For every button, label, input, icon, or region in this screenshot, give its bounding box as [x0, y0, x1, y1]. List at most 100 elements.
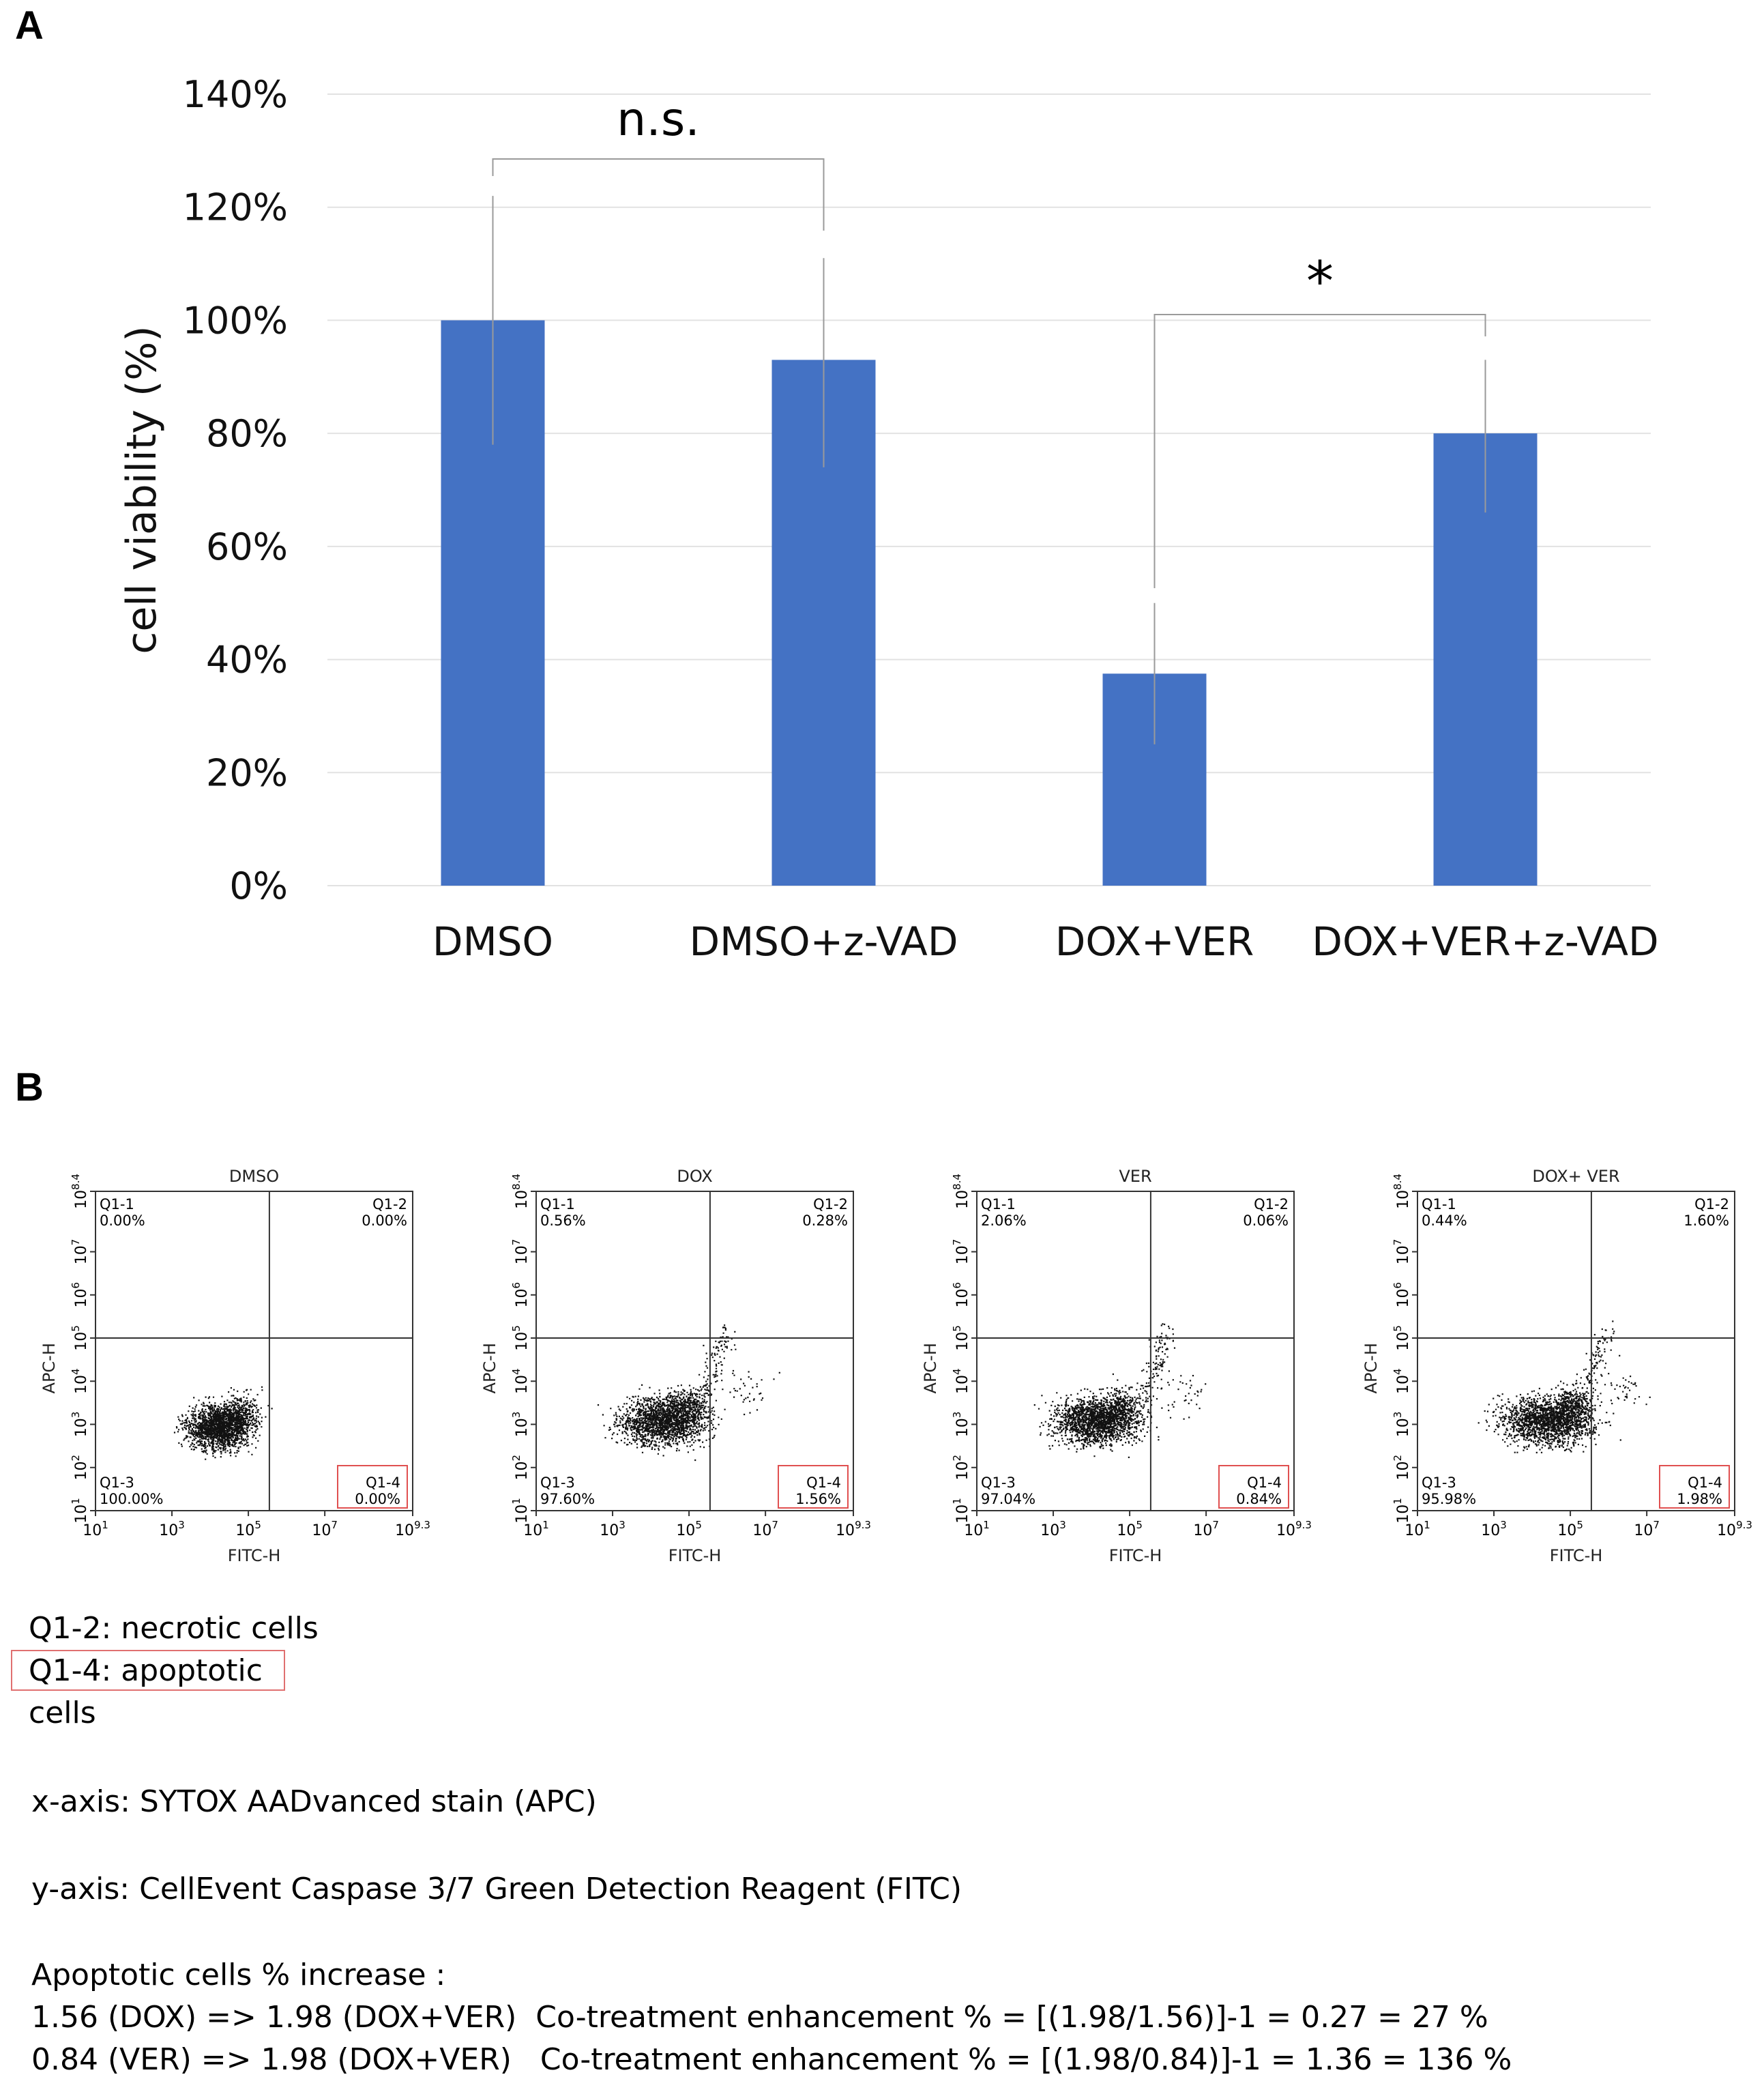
- y-tick-label: 20%: [206, 751, 288, 794]
- q4-value: 1.98%: [1677, 1491, 1722, 1507]
- y-tick-label: 107: [510, 1239, 531, 1265]
- q3-label: Q1-3: [540, 1474, 575, 1491]
- y-tick-label: 101: [70, 1498, 90, 1524]
- q1-value: 0.00%: [100, 1212, 145, 1229]
- plot-frame: [976, 1191, 1295, 1511]
- q4-label: Q1-4: [1688, 1474, 1722, 1491]
- panel-b-label: B: [15, 1065, 44, 1109]
- scatter-cloud: [1033, 1323, 1207, 1458]
- plot-frame: [95, 1191, 413, 1511]
- y-tick-label: 0%: [229, 865, 288, 907]
- q1-label: Q1-1: [540, 1196, 575, 1212]
- x-tick-label: 107: [752, 1519, 778, 1539]
- scatter-points: [1033, 1323, 1207, 1458]
- y-tick-label: 103: [1392, 1412, 1412, 1438]
- plot-frame: [535, 1191, 854, 1511]
- y-tick-label: 103: [70, 1412, 90, 1438]
- q3-label: Q1-3: [100, 1474, 134, 1491]
- y-tick-label: 101: [1392, 1498, 1412, 1524]
- y-tick-label: 101: [510, 1498, 531, 1524]
- y-tick-label: 104: [510, 1368, 531, 1394]
- note-line-1: 1.56 (DOX) => 1.98 (DOX+VER) Co-treatmen…: [31, 2000, 1488, 2035]
- significance-bracket: [492, 158, 825, 231]
- x-tick-label: DMSO+z-VAD: [689, 918, 958, 965]
- q1-label: Q1-1: [100, 1196, 134, 1212]
- x-tick-label: DMSO: [432, 918, 553, 965]
- x-tick-label: 109.3: [1276, 1519, 1312, 1539]
- x-axis-label: FITC-H: [1550, 1546, 1603, 1565]
- x-tick-label: 103: [1481, 1519, 1507, 1539]
- apoptotic-highlight-box: [11, 1650, 285, 1691]
- y-tick-label: 103: [951, 1412, 971, 1438]
- q2-value: 0.06%: [1243, 1212, 1289, 1229]
- x-tick-label: 103: [1040, 1519, 1066, 1539]
- x-tick-label: 103: [159, 1519, 185, 1539]
- y-tick-label: 107: [1392, 1239, 1412, 1265]
- x-tick-label: 103: [600, 1519, 626, 1539]
- flow-cytometry-panels: DMSOQ1-10.00%Q1-20.00%Q1-3100.00%Q1-40.0…: [40, 1167, 1752, 1565]
- y-tick-label: 102: [510, 1455, 531, 1481]
- bar-chart: 0% 20% 40% 60% 80% 100% 120% 140% cell viability…: [118, 73, 1659, 965]
- y-axis-label: cell viability (%): [118, 325, 166, 654]
- significance-label: *: [1306, 250, 1334, 313]
- q2-value: 1.60%: [1684, 1212, 1729, 1229]
- y-tick-label: 105: [510, 1325, 531, 1351]
- x-tick-label: 109.3: [1717, 1519, 1752, 1539]
- note-increase-title: Apoptotic cells % increase :: [31, 1958, 446, 1992]
- x-tick-label: DOX+VER: [1055, 918, 1254, 965]
- y-tick-label: 104: [951, 1368, 971, 1394]
- q1-label: Q1-1: [1422, 1196, 1456, 1212]
- y-tick-label: 104: [70, 1368, 90, 1394]
- x-tick-label: 107: [1634, 1519, 1660, 1539]
- x-tick-label: 109.3: [836, 1519, 871, 1539]
- y-tick-label: 108.4: [510, 1174, 531, 1209]
- y-tick-label: 107: [70, 1239, 90, 1265]
- scatter-cloud: [173, 1386, 273, 1460]
- scatter-points: [173, 1386, 273, 1460]
- q4-highlight-box: [1659, 1465, 1730, 1509]
- y-tick-label: 105: [70, 1325, 90, 1351]
- x-tick-label: 101: [83, 1519, 108, 1539]
- y-tick-label: 105: [1392, 1325, 1412, 1351]
- q3-value: 97.04%: [981, 1491, 1035, 1507]
- q2-label: Q1-2: [813, 1196, 848, 1212]
- q4-label: Q1-4: [806, 1474, 841, 1491]
- scatter-points: [597, 1324, 780, 1462]
- plot-title: VER: [1119, 1167, 1151, 1186]
- x-tick-label: 105: [676, 1519, 702, 1539]
- y-tick-label: 103: [510, 1412, 531, 1438]
- q3-value: 97.60%: [540, 1491, 595, 1507]
- significance-label: n.s.: [617, 93, 700, 147]
- q4-value: 1.56%: [795, 1491, 841, 1507]
- y-tick-label: 140%: [183, 73, 288, 116]
- q4-value: 0.84%: [1236, 1491, 1282, 1507]
- x-axis-label: FITC-H: [668, 1546, 722, 1565]
- q2-label: Q1-2: [1694, 1196, 1729, 1212]
- x-axis-label: FITC-H: [1109, 1546, 1162, 1565]
- x-tick-label: 105: [1557, 1519, 1583, 1539]
- y-tick-label: 106: [1392, 1282, 1412, 1308]
- q4-highlight-box: [1218, 1465, 1289, 1509]
- y-tick-label: 60%: [206, 525, 288, 568]
- y-axis-label: APC-H: [40, 1343, 59, 1393]
- cytometry-plot: VER Q1-12.06% Q1-20.06% Q1-397.04% Q1-40.84%…: [921, 1167, 1312, 1565]
- note-line-2: 0.84 (VER) => 1.98 (DOX+VER) Co-treatmen…: [31, 2042, 1512, 2077]
- scatter-points: [1478, 1320, 1651, 1453]
- x-axis-label: FITC-H: [228, 1546, 281, 1565]
- x-tick-label: 101: [964, 1519, 990, 1539]
- q2-label: Q1-2: [1254, 1196, 1289, 1212]
- y-tick-label: 101: [951, 1498, 971, 1524]
- y-tick-label: 107: [951, 1239, 971, 1265]
- y-tick-label: 108.4: [1392, 1174, 1412, 1209]
- cytometry-plot: DOX+ VER Q1-10.44% Q1-21.60% Q1-395.98% Q1-4…: [1362, 1167, 1752, 1565]
- y-axis-label: APC-H: [921, 1343, 940, 1393]
- x-tick-label: 107: [312, 1519, 338, 1539]
- y-tick-label: 102: [70, 1455, 90, 1481]
- y-tick-label: 104: [1392, 1368, 1412, 1394]
- y-tick-label: 108.4: [70, 1174, 90, 1209]
- y-tick-label: 100%: [183, 299, 288, 342]
- note-x-axis: x-axis: SYTOX AADvanced stain (APC): [31, 1784, 597, 1819]
- scatter-cloud: [597, 1324, 780, 1462]
- x-tick-label: 101: [1405, 1519, 1430, 1539]
- x-tick-label: 101: [523, 1519, 549, 1539]
